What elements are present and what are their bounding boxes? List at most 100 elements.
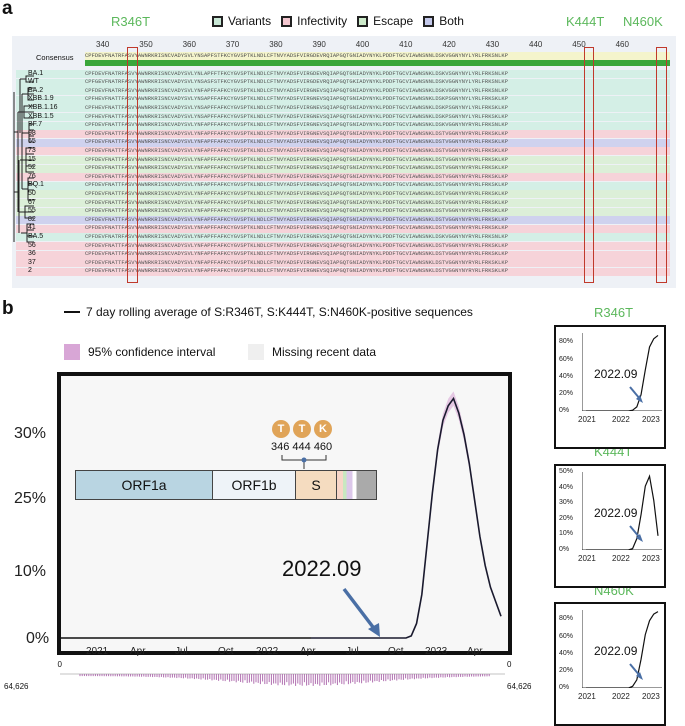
- main-xtick: Jul: [346, 646, 359, 657]
- sequence-row-text: CPFDEVFNATTFASVYAWNRKRISNCVADYSVLYNFAPFF…: [85, 216, 509, 223]
- small-ytick: 60%: [559, 632, 574, 640]
- small-series-line: [586, 334, 659, 411]
- legend-ci-swatch: [64, 344, 80, 360]
- small-xtick: 2022: [612, 692, 630, 701]
- sequence-row-label: 37: [28, 258, 36, 266]
- legend-label-escape: Escape: [373, 14, 414, 28]
- sequence-row-label: 52: [28, 164, 36, 172]
- ruler-tick: 390: [312, 40, 326, 49]
- sequence-row: [16, 233, 670, 242]
- highlight-box-r346t: [127, 47, 138, 283]
- ruler-tick: 380: [269, 40, 283, 49]
- legend-swatch-variants: [212, 15, 223, 27]
- sequence-row-text: CPFDEVFNATTFASVYAWNRKRISNCVADYSVLYNFAPFF…: [85, 182, 509, 189]
- small-series-line: [586, 474, 659, 550]
- legend-swatch-escape: [357, 15, 369, 27]
- sequence-row-label: 41: [28, 224, 36, 232]
- small-ytick: 0%: [559, 407, 570, 414]
- main-ytick-25: 25%: [14, 490, 47, 507]
- main-series-line: [311, 396, 502, 639]
- sequence-row: [16, 216, 670, 225]
- sequence-count-strip: [60, 673, 505, 686]
- ruler-tick: 400: [355, 40, 370, 49]
- legend-label-infectivity: Infectivity: [297, 14, 348, 28]
- main-xtick: Apr: [300, 646, 316, 657]
- small-ytick: 40%: [559, 649, 574, 657]
- small-chart-plot: [582, 472, 662, 550]
- small-xtick: 2021: [578, 692, 596, 701]
- small-annotation: 2022.09: [594, 644, 638, 658]
- sequence-row: [16, 113, 670, 121]
- sequence-row-label: 15: [28, 155, 36, 163]
- small-xtick: 2023: [642, 415, 660, 424]
- mutation-badge-346: T: [272, 420, 290, 438]
- panel-b-letter: b: [2, 298, 14, 319]
- main-xtick: 2022: [256, 646, 279, 657]
- sequence-row-label: BA.5: [28, 232, 44, 240]
- sequence-row: [16, 121, 670, 130]
- sequence-row: [16, 199, 670, 207]
- main-chart-plot: [61, 391, 502, 639]
- main-annotation: 2022.09: [282, 556, 362, 581]
- sequence-row: [16, 250, 670, 259]
- small-annotation-arrowhead: [636, 672, 643, 680]
- sequence-row-label: 50: [28, 189, 36, 197]
- legend-missing-swatch: [248, 344, 264, 360]
- sequence-row: [16, 78, 670, 87]
- sequence-row: [16, 259, 670, 268]
- sequence-row: [16, 242, 670, 250]
- mutation-label-n460k: N460K: [623, 14, 663, 29]
- sequence-row-text: CPFHEVFNATTFASVYAWNRKRISNCVADYSVLYNSAPFF…: [85, 96, 509, 103]
- sequence-row-text: CPFDEVFNATTFASVYAWNRKRISNCVADYSVLYNFAPFF…: [85, 139, 509, 146]
- consensus-sequence: CPFDEVFNATRFASVYAWNRKRISNCVADYSVLYNSAPFS…: [85, 53, 509, 59]
- sequence-row-label: 2: [28, 267, 32, 275]
- ruler-tick: 420: [442, 40, 456, 49]
- ruler-tick: 370: [225, 40, 240, 49]
- sequence-row-text: CPFDEVFNATTFASVYAWNRKRISNCVADYSVLYNFAPFF…: [85, 259, 509, 266]
- sequence-row: [16, 224, 670, 233]
- main-xtick: Oct: [388, 646, 404, 657]
- gene-orf1b: ORF1b: [213, 471, 296, 499]
- sequence-row-text: CPFDEVFNATRFASVYAWNRKRISNCVADYSVLYNFAPFF…: [85, 87, 509, 94]
- legend-line-swatch: [64, 311, 80, 313]
- main-xtick: Apr: [130, 646, 146, 657]
- sequence-row-text: CPFHEVFNATTFASVYAWNRKRISNCVADYSVLYNSAPFF…: [85, 104, 509, 111]
- sequence-row-text: CPFDEVFNATTFASVYAWNRKRISNCVADYSVLYNFAPFF…: [85, 130, 509, 137]
- ruler-tick: 460: [615, 40, 629, 49]
- legend-swatch-infectivity: [281, 15, 293, 27]
- sequence-row: [16, 87, 670, 96]
- gene-s: S: [296, 471, 337, 499]
- main-xtick: Oct: [218, 646, 234, 657]
- small-annotation: 2022.09: [594, 367, 638, 381]
- sequence-row-text: CPFDEVFNATTFASVYAWNRKRISNCVADYSVLYNFAPFF…: [85, 165, 509, 172]
- small-annotation-arrowhead: [636, 395, 643, 403]
- main-xtick: 2021: [86, 646, 109, 657]
- count-max-left: 64,626: [4, 682, 29, 691]
- sequence-row-label: BA.2: [28, 86, 44, 94]
- sequence-row-text: CPFDEVFNATTFASVYAWNRKRISNCVADYSVLYNFAPFF…: [85, 190, 509, 197]
- ruler-tick: 430: [485, 40, 500, 49]
- sequence-row: [16, 173, 670, 182]
- alignment-legend: Variants Infectivity Escape Both: [212, 14, 474, 28]
- phylogenetic-tree: [13, 75, 34, 243]
- consensus-label: Consensus: [36, 53, 74, 62]
- sequence-row-label: XBB.1.5: [28, 112, 54, 120]
- small-ytick: 20%: [559, 666, 574, 674]
- sequence-row: [16, 70, 670, 78]
- legend-ci-label: 95% confidence interval: [88, 345, 216, 359]
- small-title-r346t: R346T: [594, 305, 634, 320]
- small-xtick: 2021: [578, 415, 596, 424]
- small-series-line: [586, 611, 659, 688]
- gene-orf1a: ORF1a: [76, 471, 213, 499]
- ruler-tick: 360: [182, 40, 196, 49]
- highlight-box-n460k: [656, 47, 667, 283]
- small-chart-r346t: 0% 20% 40% 60% 80% 2022.09 2021 2022 2023: [554, 325, 666, 449]
- consensus-row-bg: [85, 52, 670, 60]
- legend-label-variants: Variants: [228, 14, 272, 28]
- main-ytick-0: 0%: [26, 630, 50, 647]
- sequence-row-label: 56: [28, 241, 36, 249]
- count-max-right: 64,626: [507, 682, 532, 691]
- mutation-badge-460: K: [314, 420, 332, 438]
- mutation-badges: T T K: [272, 420, 332, 438]
- ruler-tick: 350: [139, 40, 153, 49]
